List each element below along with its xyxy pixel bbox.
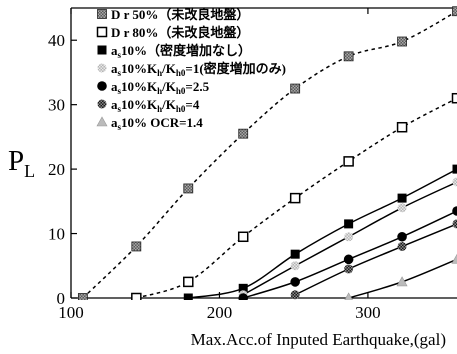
legend-entry: as10%Kh/Kh0=4	[97, 97, 200, 114]
legend-marker	[97, 45, 107, 55]
data-point	[396, 276, 408, 287]
data-point	[290, 249, 300, 259]
data-point	[183, 293, 193, 300]
legend-entry: as10%（密度増加なし）	[97, 43, 251, 60]
legend-marker	[97, 81, 107, 91]
data-point	[344, 264, 354, 274]
series-layer	[77, 6, 457, 300]
legend-label: as10%Kh/Kh0=1(密度増加のみ)	[111, 61, 286, 78]
data-point	[131, 292, 142, 300]
data-point	[183, 276, 194, 288]
x-tick-label: 200	[207, 303, 233, 322]
y-axis-title-sub: L	[24, 161, 35, 181]
series-2	[131, 92, 457, 300]
data-point	[343, 51, 354, 62]
legend-label: as10%Kh/Kh0=2.5	[111, 79, 210, 96]
series-3	[183, 164, 457, 300]
legend-marker	[96, 26, 108, 38]
y-axis-title: PL	[8, 145, 35, 181]
x-tick-label: 100	[58, 303, 84, 322]
data-point	[397, 193, 407, 203]
x-axis-title: Max.Acc.of Inputed Earthquake,(gal)	[191, 330, 446, 349]
legend-marker	[96, 116, 108, 127]
data-point	[451, 253, 457, 264]
series-line	[294, 223, 457, 296]
data-point	[452, 6, 457, 17]
legend-label: as10%（密度増加なし）	[111, 43, 251, 60]
data-point	[343, 254, 354, 265]
legend-label: D r 80%（未改良地盤）	[111, 25, 249, 40]
data-point	[238, 293, 249, 300]
legend-marker	[97, 9, 107, 19]
legend-label: D r 50%（未改良地盤）	[111, 7, 249, 22]
data-point	[237, 231, 249, 243]
y-tick-label: 0	[57, 289, 66, 308]
legend-entry: as10%Kh/Kh0=2.5	[97, 79, 210, 96]
data-point	[344, 292, 353, 300]
legend-entry: D r 80%（未改良地盤）	[96, 25, 249, 40]
legend-label: as10% OCR=1.4	[111, 115, 203, 132]
data-point	[290, 277, 300, 287]
data-point	[451, 92, 457, 104]
series-6	[290, 219, 457, 300]
data-point	[452, 206, 457, 216]
data-point	[344, 232, 354, 242]
data-point	[77, 293, 88, 300]
series-1	[77, 6, 457, 300]
data-point	[452, 164, 457, 174]
data-point	[344, 219, 354, 229]
data-point	[290, 83, 301, 94]
data-point	[397, 36, 407, 47]
data-point	[397, 231, 407, 242]
series-line	[188, 168, 457, 299]
y-tick-label: 20	[48, 160, 65, 179]
legend-marker	[97, 63, 107, 73]
legend-marker	[97, 99, 107, 109]
data-point	[290, 290, 300, 300]
legend-label: as10%Kh/Kh0=4	[111, 97, 200, 114]
data-point	[183, 183, 194, 194]
legend-entry: as10%Kh/Kh0=1(密度増加のみ)	[97, 61, 286, 78]
data-point	[238, 128, 249, 139]
y-tick-label: 40	[48, 31, 65, 50]
data-point	[238, 283, 248, 293]
x-tick-label: 300	[355, 303, 381, 322]
axes: 100 200 300 0 10 20 30 40	[48, 7, 457, 322]
data-point	[343, 156, 354, 167]
legend-entry: as10% OCR=1.4	[96, 115, 203, 132]
y-axis-title-main: P	[8, 145, 24, 177]
data-point	[290, 261, 300, 271]
data-point	[452, 177, 457, 187]
data-point	[131, 241, 142, 252]
series-4	[238, 177, 457, 300]
y-tick-label: 10	[48, 225, 65, 244]
data-point	[452, 219, 457, 229]
series-7	[344, 253, 457, 300]
legend-entry: D r 50%（未改良地盤）	[97, 7, 249, 22]
data-point	[397, 203, 407, 213]
data-point	[289, 192, 301, 204]
data-point	[396, 121, 408, 133]
data-point	[397, 241, 407, 251]
y-tick-label: 30	[48, 96, 65, 115]
legend: D r 50%（未改良地盤） D r 80%（未改良地盤） as10%（密度増加なし…	[96, 7, 286, 132]
series-5	[238, 206, 457, 300]
